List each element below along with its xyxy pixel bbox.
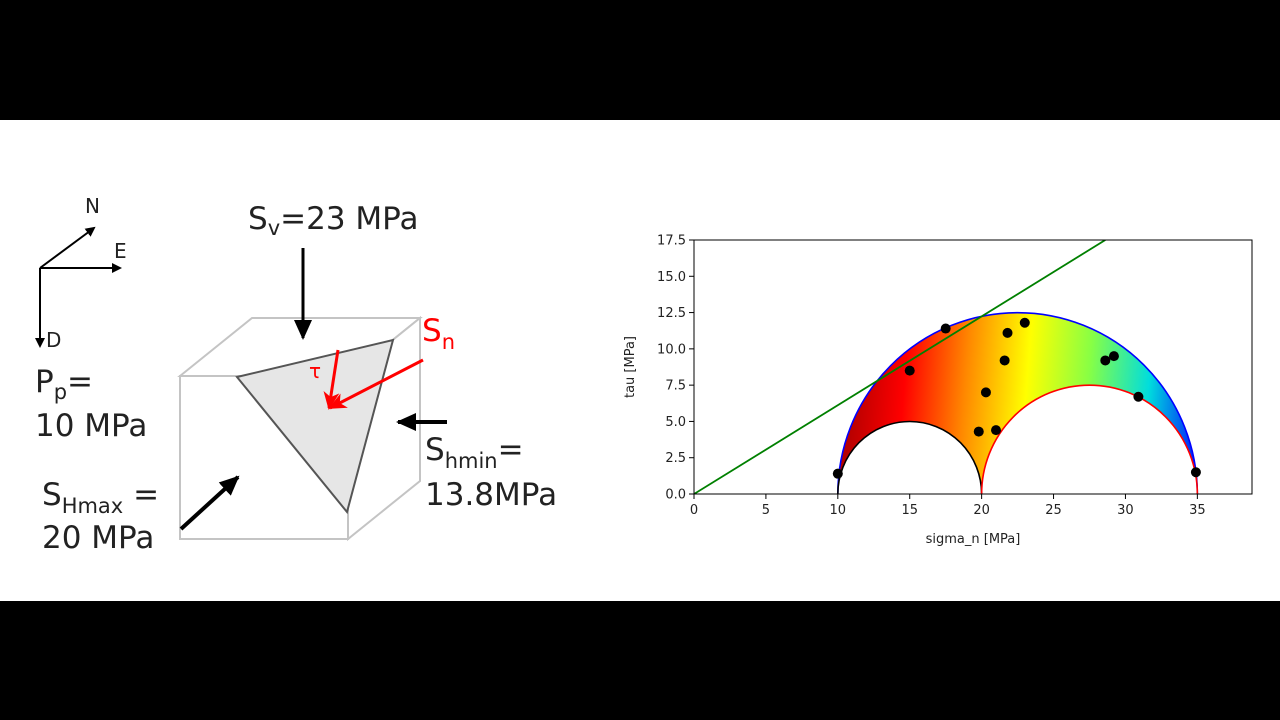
data-point (991, 425, 1002, 436)
x-tick-label: 25 (1045, 503, 1062, 518)
pp-label: Pp= (35, 364, 93, 404)
data-point (1108, 351, 1119, 362)
x-axis-ticks: 0 5 10 15 20 25 30 35 (690, 494, 1206, 518)
y-tick-label: 5.0 (665, 415, 686, 430)
x-tick-label: 15 (901, 503, 918, 518)
sn-arrow (328, 358, 424, 410)
figure-canvas: N E D Sv=23 MPa Pp= 10 MPa SHmax = 20 MP… (35, 194, 1253, 556)
failure-envelope-line (694, 240, 1106, 494)
y-axis-label: tau [MPa] (623, 336, 638, 398)
east-label: E (114, 239, 127, 263)
data-point (832, 468, 843, 479)
data-point (973, 426, 984, 437)
sv-label: Sv=23 MPa (248, 201, 418, 240)
mohr-circle-chart: 0 5 10 15 20 25 30 35 0.0 2.5 5.0 7.5 10.0 12.5 15.0 1… (623, 234, 1253, 547)
pp-value: 10 MPa (35, 408, 147, 444)
y-axis-ticks: 0.0 2.5 5.0 7.5 10.0 12.5 15.0 17.5 (657, 234, 694, 503)
y-tick-label: 2.5 (665, 451, 686, 466)
data-point (1190, 467, 1201, 478)
sn-label: Sn (422, 313, 455, 354)
north-label: N (85, 194, 100, 218)
compass: N E D (35, 194, 127, 352)
y-tick-label: 10.0 (657, 342, 686, 357)
data-point (980, 387, 991, 398)
x-tick-label: 20 (973, 503, 990, 518)
data-point (1019, 317, 1030, 328)
data-point (904, 365, 915, 376)
chart-lines (694, 240, 1199, 494)
shmax-arrow (179, 475, 240, 531)
plot-frame (693, 239, 1253, 495)
stress-region-fill (837, 312, 1198, 494)
shmin-label: Shmin= (425, 432, 524, 473)
figure-panel: N E D Sv=23 MPa Pp= 10 MPa SHmax = 20 MP… (0, 120, 1280, 601)
tau-label: τ (309, 359, 321, 383)
y-tick-label: 7.5 (665, 379, 686, 394)
data-point (999, 355, 1010, 366)
down-label: D (46, 328, 61, 352)
data-point (1100, 355, 1111, 366)
x-axis-label: sigma_n [MPa] (926, 532, 1021, 547)
rock-cube (177, 315, 423, 542)
y-tick-label: 15.0 (657, 270, 686, 285)
x-tick-label: 30 (1117, 503, 1134, 518)
data-point (940, 323, 951, 334)
y-tick-label: 0.0 (665, 488, 686, 503)
data-point (1002, 327, 1013, 338)
stress-block-diagram: N E D Sv=23 MPa Pp= 10 MPa SHmax = 20 MP… (35, 194, 557, 556)
tau-arrow (323, 349, 340, 410)
shmax-value: 20 MPa (42, 520, 154, 556)
shmin-value: 13.8MPa (425, 477, 557, 513)
fault-plane (235, 338, 395, 515)
mohr-circle-1 (837, 311, 1199, 494)
north-arrow (39, 226, 96, 269)
data-point (1133, 391, 1144, 402)
y-tick-label: 12.5 (657, 306, 686, 321)
mohr-circle-3 (980, 384, 1199, 494)
x-tick-label: 5 (762, 503, 770, 518)
mohr-circle-2 (837, 420, 983, 494)
shmax-label: SHmax = (42, 477, 159, 518)
stress-fill-region (837, 312, 1198, 494)
y-tick-label: 17.5 (657, 234, 686, 249)
data-points (832, 317, 1201, 479)
x-tick-label: 35 (1189, 503, 1206, 518)
x-tick-label: 10 (830, 503, 847, 518)
x-tick-label: 0 (690, 503, 698, 518)
